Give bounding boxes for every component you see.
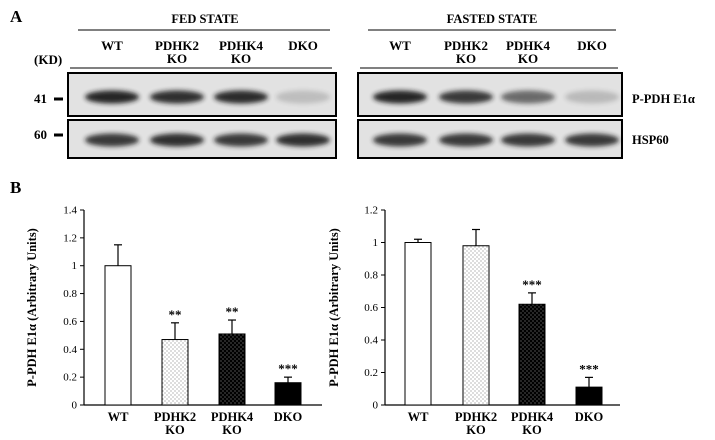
y-tick-label: 0.2 [63,372,77,384]
protein-band [276,133,330,147]
x-tick-label: DKO [274,410,303,424]
western-blot: FED STATE WT PDHK2 KO PDHK4 KO DKO FASTED STATE… [34,12,695,159]
mw-marker: 41 [34,91,47,106]
bar [518,303,546,406]
x-tick-label: PDHK4 KO [511,410,554,437]
protein-band [501,133,555,147]
y-tick-label: 0 [373,400,379,412]
significance-label: ** [226,304,239,319]
bar [104,265,132,406]
blot-group-title: FASTED STATE [447,12,538,26]
y-tick-label: 1.2 [63,232,77,244]
y-tick-label: 0 [72,400,78,412]
x-tick-label: WT [108,410,130,424]
significance-label: *** [522,277,542,292]
row-label: HSP60 [632,133,669,147]
bar [218,333,246,406]
x-tick-label: DKO [575,410,604,424]
y-axis-label: P-PDH E1α (Arbitrary Units) [25,228,39,387]
protein-band [276,90,330,104]
protein-band [85,90,139,104]
protein-band [439,90,493,104]
significance-label: *** [278,361,298,376]
panel-label-a: A [10,7,23,26]
y-tick-label: 1.4 [63,205,77,217]
y-tick-label: 0.4 [364,335,378,347]
protein-band [150,133,204,147]
y-tick-label: 0.6 [364,302,378,314]
lane-label: DKO [288,38,318,53]
significance-label: *** [579,361,599,376]
y-tick-label: 0.8 [63,288,77,300]
row-label: P-PDH E1α [632,92,695,106]
y-tick-label: 1.2 [364,205,378,217]
x-tick-label: PDHK4 KO [211,410,254,437]
protein-band [373,133,427,147]
protein-band [150,90,204,104]
bar [575,386,603,406]
protein-band [373,90,427,104]
protein-band [85,133,139,147]
blot-group-title: FED STATE [171,12,238,26]
bar [462,245,490,406]
lane-label: PDHK2 KO [155,38,199,66]
lane-label: WT [101,38,123,53]
lane-label: WT [389,38,411,53]
protein-band [565,133,619,147]
y-tick-label: 1 [72,260,78,272]
lane-label: PDHK2 KO [444,38,488,66]
protein-band [214,90,268,104]
significance-label: ** [169,307,182,322]
lane-label: DKO [577,38,607,53]
protein-band [439,133,493,147]
bar-chart-fed: P-PDH E1α (Arbitrary Units) 0 0.2 0.4 0.6 0.8… [25,205,322,437]
x-tick-label: WT [408,410,430,424]
x-tick-label: PDHK2 KO [154,410,196,437]
bar [274,382,302,406]
y-tick-label: 0.4 [63,344,77,356]
protein-band [565,90,619,104]
x-tick-label: PDHK2 KO [455,410,497,437]
y-tick-label: 0.6 [63,316,77,328]
y-tick-label: 1 [373,237,379,249]
y-tick-label: 0.8 [364,270,378,282]
lane-label: PDHK4 KO [219,38,264,66]
protein-band [214,133,268,147]
bar-chart-fasted: P-PDH E1α (Arbitrary Units) 0 0.2 0.4 0.6 0.8… [327,205,620,437]
mw-marker: 60 [34,127,47,142]
y-axis-label: P-PDH E1α (Arbitrary Units) [327,228,341,387]
kd-label: (KD) [34,52,62,67]
protein-band [501,90,555,104]
bar [404,242,432,406]
panel-label-b: B [10,178,21,197]
y-tick-label: 0.2 [364,367,378,379]
bar [161,339,189,406]
lane-label: PDHK4 KO [506,38,551,66]
